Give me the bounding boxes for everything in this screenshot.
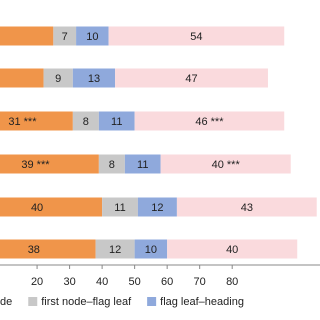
data-label: 31 *** <box>8 116 37 128</box>
bar-segment <box>72 68 116 88</box>
bar-segment <box>43 68 73 88</box>
bar-segment <box>76 26 109 46</box>
data-label: 40 <box>31 202 43 214</box>
x-tick-label: 80 <box>226 276 238 288</box>
data-label: 46 *** <box>195 116 224 128</box>
legend-label: de <box>0 296 12 308</box>
bar-segment <box>0 111 73 131</box>
data-label: 40 <box>226 244 238 256</box>
bar-segment <box>0 154 99 174</box>
data-label: 7 <box>62 31 68 43</box>
bar-segment <box>53 26 77 46</box>
data-label: 8 <box>109 159 115 171</box>
data-label: 11 <box>114 202 125 214</box>
data-label: 43 <box>241 202 253 214</box>
legend-swatch <box>147 297 157 306</box>
data-label: 10 <box>145 244 157 256</box>
data-label: 47 <box>185 73 197 85</box>
legend-swatch <box>28 297 38 306</box>
data-label: 54 <box>190 31 202 43</box>
data-label: 11 <box>111 116 122 128</box>
bar-segment <box>167 239 298 259</box>
data-label: 12 <box>151 202 163 214</box>
legend-label: first node–flag leaf <box>41 296 132 308</box>
x-tick-label: 40 <box>96 276 108 288</box>
bar-segment <box>0 197 103 217</box>
bar-segment <box>115 68 268 88</box>
x-tick-label: 20 <box>31 276 43 288</box>
legend-label: flag leaf–heading <box>160 296 244 308</box>
bar-segment <box>72 111 99 131</box>
data-label: 38 <box>28 244 40 256</box>
data-label: 39 *** <box>21 159 50 171</box>
bar-segment <box>134 239 168 259</box>
bar-segment <box>0 239 96 259</box>
data-label: 8 <box>83 116 89 128</box>
data-label: 11 <box>137 159 148 171</box>
bar-segment <box>0 68 44 88</box>
bar-segment <box>102 197 138 217</box>
data-label: 12 <box>109 244 121 256</box>
x-tick-label: 50 <box>129 276 141 288</box>
data-label: 40 *** <box>212 159 241 171</box>
bar-segment <box>98 111 135 131</box>
bar-segment <box>0 26 54 46</box>
x-tick-label: 70 <box>194 276 206 288</box>
bar-segment <box>134 111 285 131</box>
x-tick-label: 30 <box>63 276 75 288</box>
bar-segment <box>108 26 285 46</box>
bar-segment <box>176 197 317 217</box>
bar-segment <box>160 154 291 174</box>
bar-segment <box>95 239 135 259</box>
data-label: 9 <box>55 73 61 85</box>
bar-segment <box>137 197 177 217</box>
bar-segment <box>98 154 125 174</box>
data-label: 10 <box>86 31 98 43</box>
bar-segment <box>124 154 161 174</box>
x-tick-label: 60 <box>161 276 173 288</box>
data-label: 13 <box>88 73 100 85</box>
